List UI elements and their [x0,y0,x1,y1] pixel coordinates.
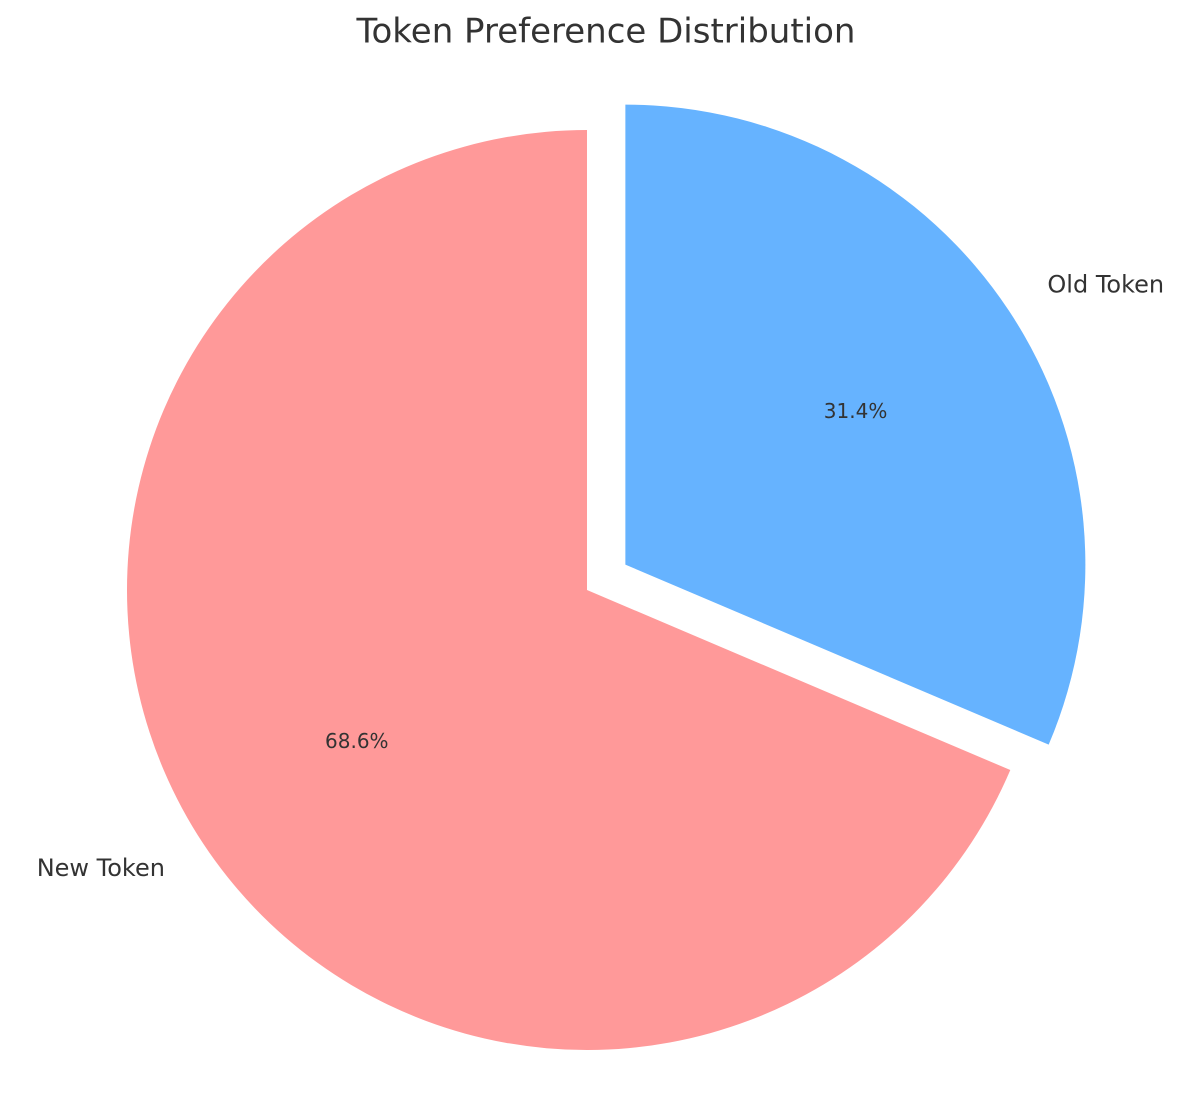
slice-label: Old Token [1047,270,1164,298]
chart-title: Token Preference Distribution [356,12,856,52]
value-label: 31.4% [824,399,888,423]
pie-slice [625,104,1086,745]
slice-label: New Token [37,854,165,882]
pie-slice [126,130,1011,1050]
value-label: 68.6% [325,729,389,753]
